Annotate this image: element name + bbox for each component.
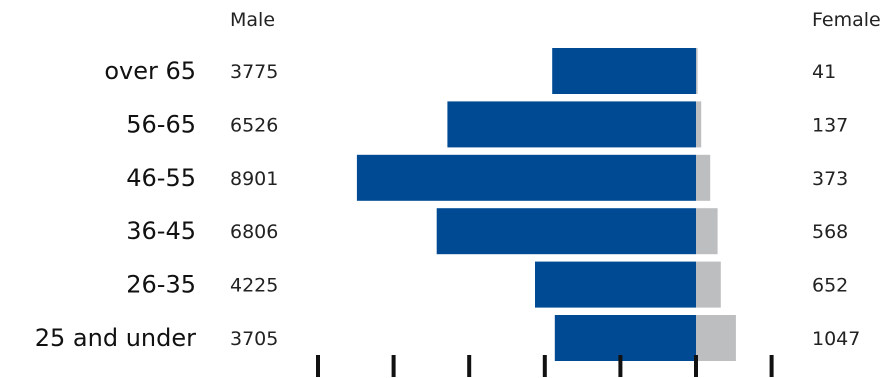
female-value-56-65: 137 [812, 114, 848, 136]
male-bar-46-55 [356, 154, 696, 201]
male-bar-25-and-under [554, 315, 696, 361]
axis-ticks [316, 355, 774, 377]
female-bar-26-35 [696, 261, 721, 308]
female-bar-46-55 [696, 154, 711, 201]
axis-tick [769, 355, 774, 377]
male-value-over-65: 3775 [230, 61, 278, 83]
male-value-26-35: 4225 [230, 275, 278, 297]
male-bar-36-45 [436, 208, 696, 255]
female-column-header: Female [812, 9, 881, 31]
female-bar-25-and-under [696, 315, 736, 361]
axis-tick [542, 355, 547, 377]
male-value-56-65: 6526 [230, 114, 278, 136]
male-bar-over-65 [552, 48, 696, 94]
female-value-46-55: 373 [812, 168, 848, 190]
category-label-25-and-under: 25 and under [35, 324, 196, 352]
female-bar-36-45 [696, 208, 718, 255]
axis-tick [316, 355, 320, 377]
axis-tick [391, 355, 396, 377]
axis-tick [467, 355, 472, 377]
axis-tick [694, 355, 698, 377]
axis-tick [618, 355, 623, 377]
male-value-25-and-under: 3705 [230, 328, 278, 350]
category-label-26-35: 26-35 [126, 271, 196, 299]
female-value-26-35: 652 [812, 275, 848, 297]
male-column-header: Male [230, 9, 275, 31]
male-bar-56-65 [447, 101, 696, 148]
female-value-over-65: 41 [812, 61, 836, 83]
male-bar-26-35 [535, 261, 696, 308]
female-value-25-and-under: 1047 [812, 328, 860, 350]
female-bar-over-65 [696, 48, 698, 94]
category-label-36-45: 36-45 [126, 217, 196, 245]
female-bar-56-65 [696, 101, 702, 148]
category-label-56-65: 56-65 [126, 110, 196, 138]
male-value-36-45: 6806 [230, 221, 278, 243]
category-label-46-55: 46-55 [126, 164, 196, 192]
category-label-over-65: over 65 [104, 57, 196, 85]
female-value-36-45: 568 [812, 221, 848, 243]
chart-rows: over 65 3775 41 56-65 6526 137 46-55 8901 373 36-… [35, 48, 860, 361]
male-value-46-55: 8901 [230, 168, 278, 190]
